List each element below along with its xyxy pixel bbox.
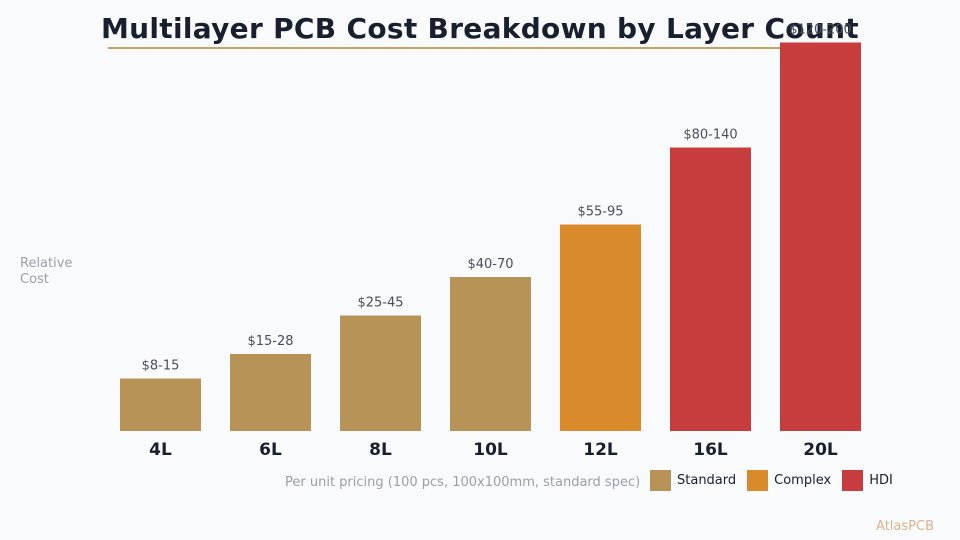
- title-underline: [108, 47, 853, 49]
- data-label-10l: $40-70: [467, 257, 513, 272]
- bar-12l: [560, 224, 641, 431]
- data-label-12l: $55-95: [577, 205, 623, 220]
- x-tick-label-20l: 20L: [803, 440, 838, 460]
- legend-label-complex: Complex: [774, 473, 832, 488]
- y-axis-label: Relative Cost: [20, 256, 73, 287]
- legend-label-standard: Standard: [677, 473, 737, 488]
- bar-10l: [450, 277, 531, 431]
- legend-item-hdi: HDI: [842, 470, 893, 491]
- data-label-6l: $15-28: [247, 334, 293, 349]
- legend-item-standard: Standard: [650, 470, 736, 491]
- bar-8l: [340, 315, 421, 431]
- x-tick-label-16l: 16L: [693, 440, 728, 460]
- x-tick-label-10l: 10L: [473, 440, 508, 460]
- data-label-20l: $120-200: [789, 23, 852, 38]
- x-tick-label-8l: 8L: [369, 440, 392, 460]
- chart-legend: Standard Complex HDI: [650, 470, 904, 491]
- x-tick-label-12l: 12L: [583, 440, 618, 460]
- bar-20l: [780, 42, 861, 431]
- x-tick-label-4l: 4L: [149, 440, 172, 460]
- legend-item-complex: Complex: [747, 470, 831, 491]
- x-tick-label-6l: 6L: [259, 440, 282, 460]
- legend-swatch-complex: [747, 470, 769, 491]
- legend-label-hdi: HDI: [869, 473, 893, 488]
- data-label-8l: $25-45: [357, 296, 403, 311]
- chart-subtitle: Per unit pricing (100 pcs, 100x100mm, st…: [285, 475, 641, 490]
- brand-watermark: AtlasPCB: [876, 519, 934, 534]
- chart-title: Multilayer PCB Cost Breakdown by Layer C…: [101, 12, 859, 45]
- bar-16l: [670, 147, 751, 431]
- data-label-4l: $8-15: [142, 359, 180, 374]
- legend-swatch-standard: [650, 470, 671, 491]
- legend-swatch-hdi: [842, 470, 864, 491]
- bar-4l: [120, 378, 201, 431]
- data-label-16l: $80-140: [683, 128, 737, 143]
- bar-6l: [230, 354, 311, 431]
